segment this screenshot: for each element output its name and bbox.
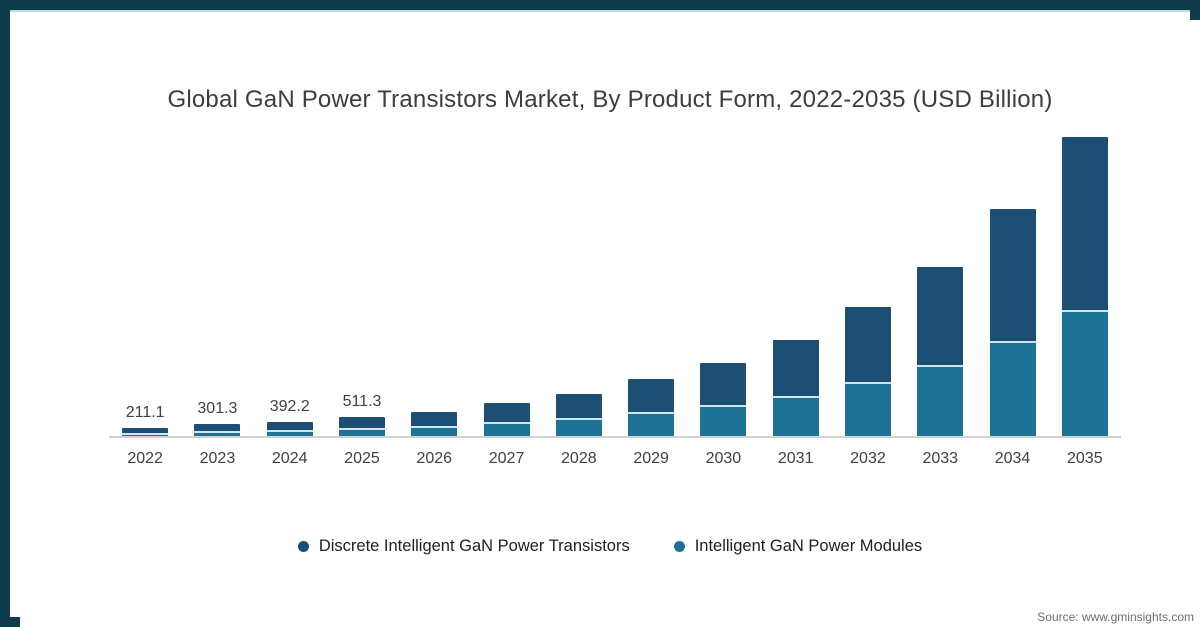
x-tick-2022: 2022 bbox=[127, 450, 163, 467]
bar-segment-discrete bbox=[338, 417, 385, 428]
bar-column-2032 bbox=[832, 120, 904, 436]
x-tick-2033: 2033 bbox=[922, 450, 959, 467]
bar-column-2030 bbox=[687, 120, 759, 436]
bar-column-2035 bbox=[1049, 120, 1121, 436]
bar-segment-modules bbox=[338, 428, 385, 436]
bar-segment-modules bbox=[1061, 310, 1108, 436]
bar-segment-discrete bbox=[989, 209, 1036, 341]
legend-dot-discrete-icon bbox=[297, 541, 309, 552]
bar-segment-discrete bbox=[555, 394, 602, 418]
source-note: Source: www.gminsights.com bbox=[1037, 610, 1194, 624]
x-tick-2023: 2023 bbox=[199, 450, 236, 467]
bar-segment-discrete bbox=[122, 428, 169, 433]
x-tick-2028: 2028 bbox=[561, 450, 597, 467]
x-tick-2025: 2025 bbox=[344, 450, 380, 467]
bar-column-2026 bbox=[398, 120, 470, 436]
legend-item-modules: Intelligent GaN Power Modules bbox=[673, 537, 923, 556]
bar-column-2031 bbox=[760, 120, 832, 436]
x-tick-2026: 2026 bbox=[416, 450, 453, 467]
bar-segment-discrete bbox=[628, 379, 675, 412]
x-tick-2031: 2031 bbox=[777, 450, 814, 467]
bar-column-2027 bbox=[470, 120, 542, 436]
bar-segment-discrete bbox=[194, 424, 241, 431]
bar-segment-modules bbox=[194, 431, 241, 436]
frame-top-accent-line bbox=[10, 10, 1190, 12]
bar-segment-discrete bbox=[266, 422, 313, 430]
bar-column-2029 bbox=[615, 120, 687, 436]
x-tick-2029: 2029 bbox=[633, 450, 669, 467]
bar-segment-modules bbox=[483, 422, 530, 436]
bar-column-2022: 211.1 bbox=[109, 120, 181, 436]
bar-segment-modules bbox=[917, 365, 964, 436]
bar-segment-discrete bbox=[917, 267, 964, 365]
legend-label-discrete: Discrete Intelligent GaN Power Transisto… bbox=[318, 537, 630, 555]
bar-value-label: 211.1 bbox=[125, 404, 165, 421]
plot-area: 211.1 301.3 392.2 511.3 bbox=[109, 120, 1121, 438]
legend: Discrete Intelligent GaN Power Transisto… bbox=[20, 537, 1200, 556]
bar-segment-modules bbox=[628, 412, 675, 436]
bar-segment-modules bbox=[555, 418, 602, 436]
bar-column-2025: 511.3 bbox=[326, 120, 398, 436]
bar-column-2028 bbox=[543, 120, 615, 436]
x-axis-labels: 2022 2023 2024 2025 2026 2027 2028 2029 2030 2031… bbox=[109, 450, 1121, 468]
bar-column-2024: 392.2 bbox=[254, 120, 326, 436]
chart-canvas: Global GaN Power Transistors Market, By … bbox=[20, 20, 1200, 627]
bar-column-2034 bbox=[976, 120, 1048, 436]
x-tick-2035: 2035 bbox=[1067, 450, 1103, 467]
bar-segment-modules bbox=[772, 396, 819, 436]
bar-segment-discrete bbox=[411, 412, 458, 426]
bar-value-label: 301.3 bbox=[197, 400, 238, 417]
bar-segment-discrete bbox=[772, 340, 819, 396]
legend-dot-modules-icon bbox=[673, 541, 685, 552]
bar-column-2033 bbox=[904, 120, 976, 436]
bar-value-label: 511.3 bbox=[342, 393, 382, 410]
x-tick-2032: 2032 bbox=[850, 450, 886, 467]
legend-item-discrete: Discrete Intelligent GaN Power Transisto… bbox=[297, 537, 630, 556]
bar-segment-discrete bbox=[700, 363, 747, 405]
bar-column-2023: 301.3 bbox=[181, 120, 253, 436]
x-tick-2024: 2024 bbox=[271, 450, 308, 467]
bar-segment-discrete bbox=[483, 403, 530, 422]
chart-title: Global GaN Power Transistors Market, By … bbox=[167, 86, 1053, 113]
x-tick-2027: 2027 bbox=[488, 450, 525, 467]
bar-value-label: 392.2 bbox=[269, 398, 310, 415]
bar-segment-modules bbox=[122, 433, 169, 436]
bar-segment-modules bbox=[411, 426, 458, 436]
bar-segment-modules bbox=[844, 382, 891, 436]
x-tick-2030: 2030 bbox=[705, 450, 742, 467]
bar-segment-modules bbox=[700, 405, 747, 436]
bar-segment-discrete bbox=[844, 307, 891, 382]
bar-segment-discrete bbox=[1061, 137, 1108, 310]
bar-segment-modules bbox=[989, 341, 1036, 436]
legend-label-modules: Intelligent GaN Power Modules bbox=[694, 537, 923, 555]
bar-segment-modules bbox=[266, 430, 313, 436]
x-tick-2034: 2034 bbox=[994, 450, 1031, 467]
